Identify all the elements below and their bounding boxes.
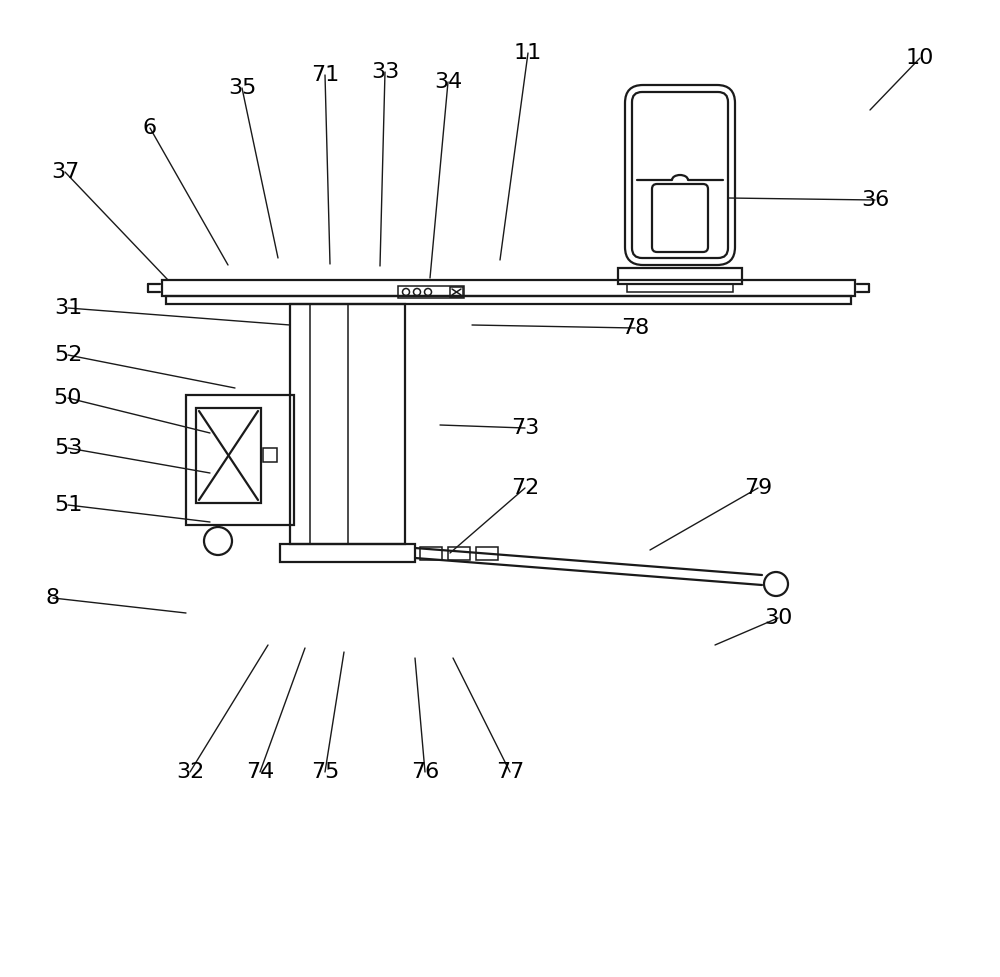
Text: 35: 35 xyxy=(228,78,256,98)
Text: 33: 33 xyxy=(371,62,399,82)
Text: 32: 32 xyxy=(176,762,204,782)
Text: 30: 30 xyxy=(764,608,792,628)
Bar xyxy=(398,286,464,298)
Text: 73: 73 xyxy=(511,418,539,438)
Bar xyxy=(450,287,463,297)
Text: 6: 6 xyxy=(143,118,157,138)
Text: 77: 77 xyxy=(496,762,524,782)
Bar xyxy=(196,408,261,503)
Bar xyxy=(448,547,470,560)
Bar xyxy=(627,284,733,292)
Text: 53: 53 xyxy=(54,438,82,458)
Bar xyxy=(310,304,348,544)
Bar xyxy=(290,304,405,544)
Text: 79: 79 xyxy=(744,478,772,498)
Text: 75: 75 xyxy=(311,762,339,782)
Text: 51: 51 xyxy=(54,495,82,515)
Bar xyxy=(280,544,415,562)
Bar xyxy=(186,395,294,525)
Text: 78: 78 xyxy=(621,318,649,338)
Text: 36: 36 xyxy=(861,190,889,210)
Bar xyxy=(420,547,442,560)
Text: 71: 71 xyxy=(311,65,339,85)
Text: 50: 50 xyxy=(54,388,82,408)
Bar xyxy=(162,280,855,296)
Bar xyxy=(476,547,498,560)
Text: 11: 11 xyxy=(514,43,542,63)
Text: 76: 76 xyxy=(411,762,439,782)
Bar xyxy=(166,296,851,304)
Text: 72: 72 xyxy=(511,478,539,498)
Bar xyxy=(618,268,742,284)
Text: 37: 37 xyxy=(51,162,79,182)
Text: 52: 52 xyxy=(54,345,82,365)
Text: 34: 34 xyxy=(434,72,462,92)
Bar xyxy=(263,448,277,462)
Text: 74: 74 xyxy=(246,762,274,782)
Text: 31: 31 xyxy=(54,298,82,318)
Text: 8: 8 xyxy=(46,588,60,608)
Text: 10: 10 xyxy=(906,48,934,68)
